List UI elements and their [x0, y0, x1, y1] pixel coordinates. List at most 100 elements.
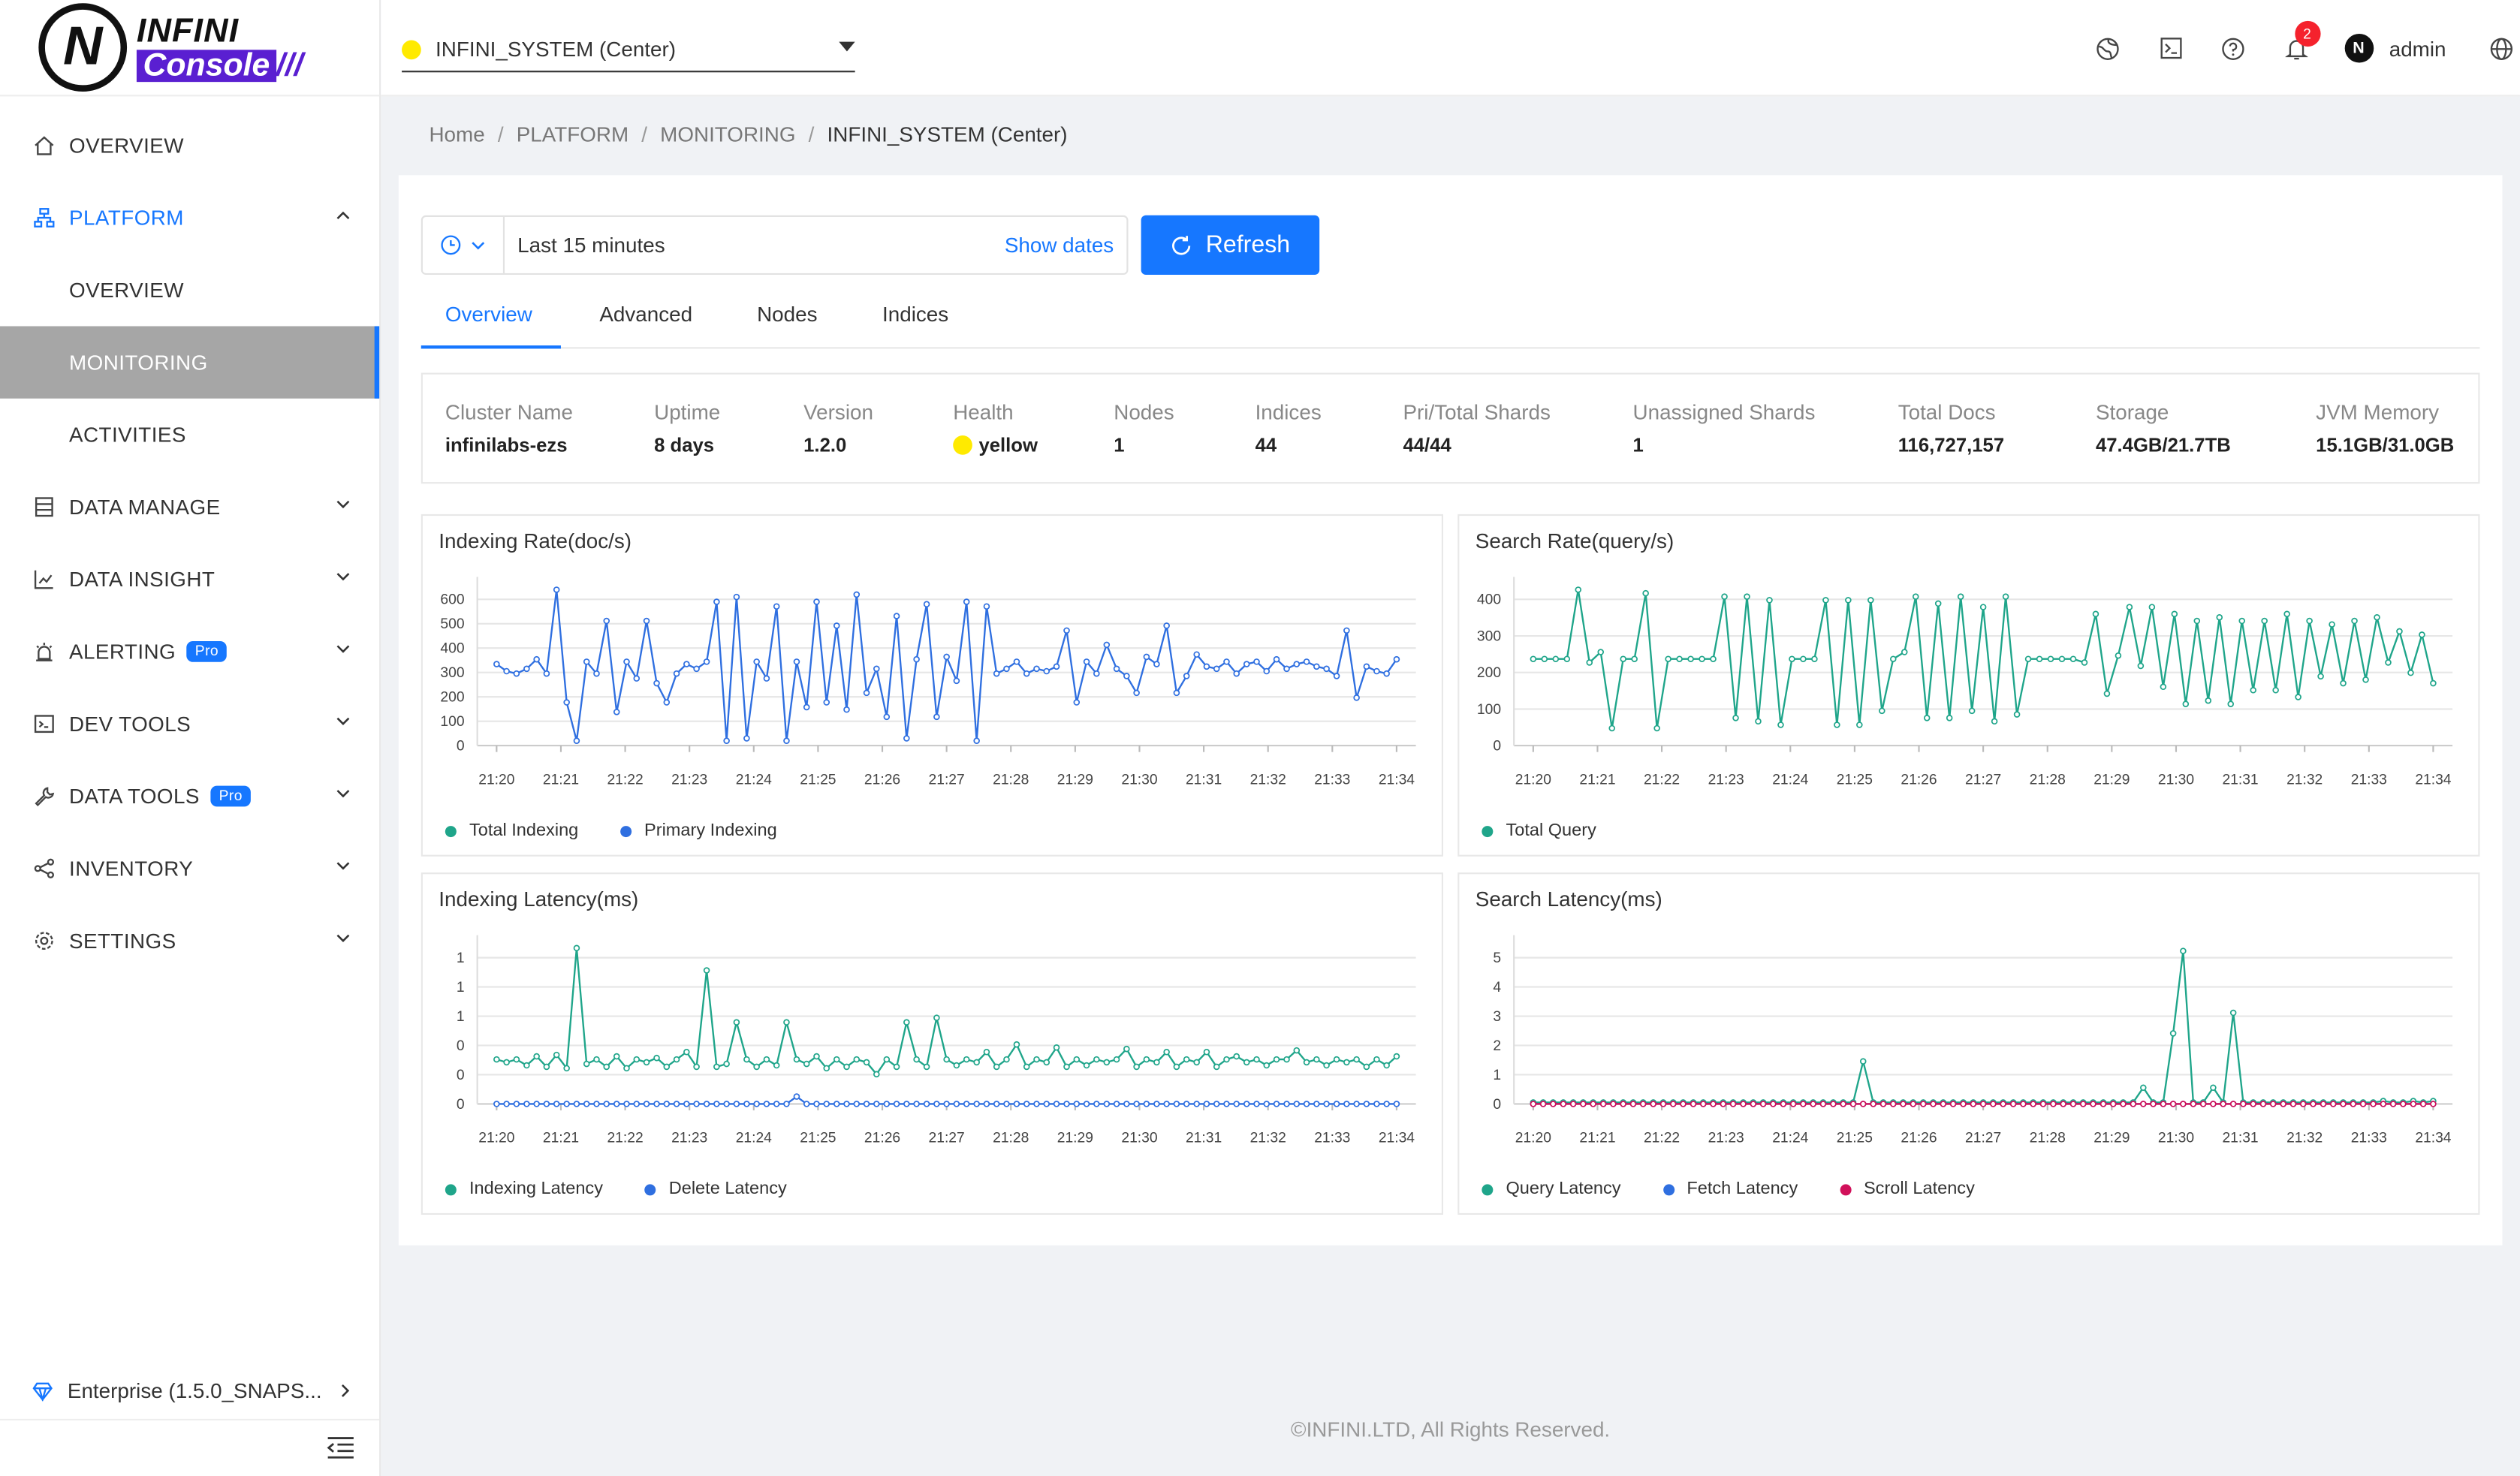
legend-item[interactable]: Primary Indexing	[619, 821, 777, 840]
data-point	[1710, 1101, 1717, 1107]
data-point	[2193, 617, 2201, 625]
sidebar-item-data-manage[interactable]: DATA MANAGE	[0, 471, 379, 543]
data-point	[1642, 589, 1649, 597]
data-point	[2009, 1101, 2017, 1107]
data-point	[1700, 1101, 1707, 1107]
tab-nodes[interactable]: Nodes	[757, 302, 818, 327]
data-point	[983, 603, 990, 610]
data-point	[1303, 658, 1310, 665]
sidebar-item-overview[interactable]: OVERVIEW	[0, 110, 379, 182]
collapse-sidebar-icon[interactable]	[326, 1435, 355, 1460]
data-point	[1690, 1101, 1697, 1107]
x-tick-label: 21:29	[1057, 772, 1093, 788]
legend-item[interactable]: Indexing Latency	[445, 1179, 603, 1199]
legend-dot	[445, 1183, 457, 1195]
data-point	[1810, 1101, 1816, 1107]
sidebar-item-inventory[interactable]: INVENTORY	[0, 833, 379, 905]
show-dates-link[interactable]: Show dates	[1004, 233, 1114, 258]
sidebar-item-settings[interactable]: SETTINGS	[0, 905, 379, 977]
data-point	[1333, 673, 1340, 679]
data-point	[1530, 1101, 1537, 1107]
tab-overview[interactable]: Overview	[445, 302, 532, 327]
quick-range-button[interactable]	[423, 216, 505, 273]
breadcrumb-home[interactable]: Home	[429, 122, 485, 146]
data-point	[1770, 1101, 1777, 1107]
data-point	[1133, 1101, 1140, 1107]
data-point	[643, 1101, 650, 1107]
sidebar-item-label: DATA MANAGE	[69, 495, 221, 520]
legend-item[interactable]: Fetch Latency	[1662, 1179, 1798, 1199]
time-range-picker[interactable]: Last 15 minutes Show dates	[421, 215, 1129, 275]
legend-dot	[619, 825, 632, 837]
cluster-select[interactable]: INFINI_SYSTEM (Center)	[402, 27, 855, 73]
data-point	[2103, 690, 2111, 697]
breadcrumb-platform[interactable]: PLATFORM	[516, 122, 629, 146]
notification-bell-icon[interactable]: 2	[2283, 20, 2320, 61]
cluster-globe-icon[interactable]	[2095, 35, 2121, 61]
data-point	[1023, 1101, 1030, 1107]
sidebar-item-dev-tools[interactable]: DEV TOOLS	[0, 688, 379, 760]
sidebar-item-alerting[interactable]: ALERTING Pro	[0, 616, 379, 688]
legend-item[interactable]: Total Indexing	[445, 821, 578, 840]
data-point	[613, 709, 620, 715]
data-point	[903, 1101, 910, 1107]
data-point	[1263, 1101, 1271, 1107]
data-point	[903, 735, 910, 742]
data-point	[1990, 1101, 1997, 1107]
sidebar-item-label: MONITORING	[69, 350, 208, 375]
data-point	[1680, 1101, 1687, 1107]
data-point	[2280, 1101, 2287, 1107]
data-point	[713, 1101, 720, 1107]
data-point	[953, 1062, 960, 1069]
logo[interactable]: N INFINI Console///	[0, 0, 380, 97]
data-point	[563, 699, 570, 706]
data-point	[1063, 627, 1070, 634]
data-point	[603, 1063, 610, 1071]
data-point	[793, 1093, 800, 1100]
legend-label: Delete Latency	[668, 1179, 787, 1199]
x-tick-label: 21:22	[607, 1131, 643, 1146]
data-point	[833, 622, 840, 629]
data-point	[2002, 593, 2009, 600]
language-globe-icon[interactable]	[2488, 35, 2513, 61]
sidebar-item-data-tools[interactable]: DATA TOOLS Pro	[0, 760, 379, 832]
data-point	[1183, 1056, 1190, 1063]
data-point	[1879, 1101, 1887, 1107]
health-dot	[953, 435, 972, 455]
sidebar-item-activities[interactable]: ACTIVITIES	[0, 399, 379, 471]
legend-item[interactable]: Query Latency	[1482, 1179, 1621, 1199]
sidebar-item-monitoring[interactable]: MONITORING	[0, 326, 380, 399]
refresh-button[interactable]: Refresh	[1141, 215, 1320, 275]
time-range-value[interactable]: Last 15 minutes	[517, 233, 665, 258]
data-point	[623, 1065, 630, 1072]
data-point	[503, 1101, 510, 1107]
sidebar-item-data-insight[interactable]: DATA INSIGHT	[0, 543, 379, 615]
legend-item[interactable]: Total Query	[1482, 821, 1596, 840]
data-point	[843, 706, 850, 713]
legend-dot	[445, 825, 457, 837]
data-point	[1575, 586, 1582, 593]
tab-indices[interactable]: Indices	[882, 302, 949, 327]
data-point	[663, 1063, 671, 1071]
data-point	[1213, 665, 1220, 673]
data-point	[593, 1101, 600, 1107]
sidebar-item-platform-overview[interactable]: OVERVIEW	[0, 254, 379, 326]
data-point	[1263, 1062, 1271, 1069]
enterprise-license[interactable]: Enterprise (1.5.0_SNAPS...	[0, 1363, 380, 1421]
legend-item[interactable]: Delete Latency	[644, 1179, 787, 1199]
tab-advanced[interactable]: Advanced	[599, 302, 693, 327]
data-point	[903, 1019, 910, 1026]
data-point	[2240, 1101, 2247, 1107]
data-point	[2150, 1101, 2157, 1107]
data-point	[1023, 670, 1030, 677]
data-point	[1293, 1101, 1301, 1107]
console-icon[interactable]	[2158, 35, 2184, 61]
legend-item[interactable]: Scroll Latency	[1839, 1179, 1975, 1199]
help-icon[interactable]	[2220, 35, 2246, 61]
breadcrumb-monitoring[interactable]: MONITORING	[660, 122, 796, 146]
data-point	[523, 1101, 530, 1107]
data-point	[703, 967, 710, 974]
data-point	[653, 1054, 660, 1062]
sidebar-item-platform[interactable]: PLATFORM	[0, 182, 379, 254]
